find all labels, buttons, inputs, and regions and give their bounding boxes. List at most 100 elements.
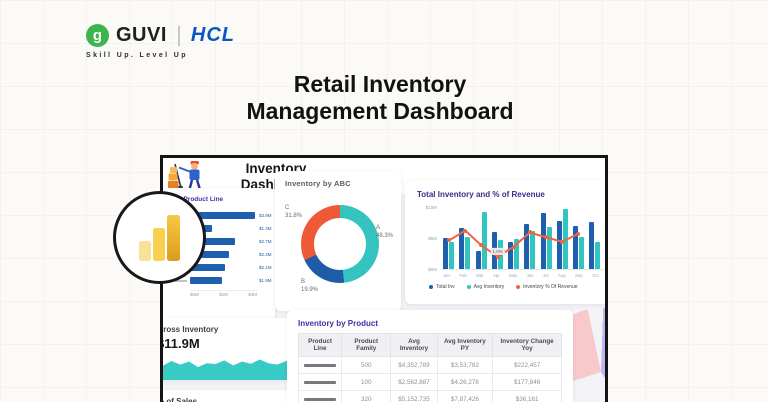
- bar: [190, 238, 236, 245]
- table-cell: $36,161: [492, 390, 562, 402]
- table-cell: 100: [341, 373, 392, 391]
- table-cell: $177,846: [492, 373, 562, 391]
- bar-value-label: $2.3M: [259, 252, 272, 257]
- kpi-title: % of Sales: [160, 397, 198, 402]
- line-point: [560, 239, 565, 244]
- donut-label-c: C 31.8%: [285, 205, 303, 219]
- redacted-product-line: [304, 363, 337, 367]
- power-bi-bar-medium: [152, 227, 165, 261]
- power-bi-logo-icon: [138, 214, 181, 261]
- legend-item: Inventory % Of Revenue: [516, 284, 578, 290]
- month-bar-group: [459, 207, 471, 269]
- guvi-logo-text: GUVI: [116, 24, 167, 46]
- legend-item: Total Inv: [429, 284, 455, 290]
- power-bi-bar-tall: [166, 214, 180, 261]
- line-point: [527, 230, 532, 235]
- guvi-logo-icon: g: [86, 24, 109, 47]
- brand-divider: [177, 25, 180, 46]
- column-header: Avg Inventory: [390, 333, 438, 357]
- kpi-value: $11.9M: [160, 336, 200, 351]
- bar-value-label: $2.1M: [259, 265, 272, 270]
- month-bar-group: [443, 207, 454, 269]
- line-point: [463, 228, 468, 233]
- column-header: Product Family: [341, 333, 392, 357]
- table-row: 100 $2,562,887 $4,26,278 $177,846: [297, 373, 562, 391]
- chart-title: Inventory by ABC: [285, 179, 351, 188]
- table-cell: $5,152,735: [390, 390, 438, 402]
- chart-legend: Total Inv Avg Inventory Inventory % Of Rev…: [429, 284, 605, 290]
- dashboard-image-frame: Inventory Dashboard Inventory by Product…: [160, 155, 608, 402]
- page-title: Retail Inventory Management Dashboard: [246, 71, 513, 125]
- kpi-title: Gross Inventory: [160, 325, 219, 334]
- table-cell: 500: [341, 356, 392, 374]
- card-inventory-by-abc: Inventory by ABC C 31.8% A 48.3% B 19.9%: [275, 171, 401, 311]
- month-bar-group: [508, 207, 520, 269]
- line-point: [447, 238, 452, 243]
- donut-label-b: B 19.9%: [301, 279, 319, 293]
- table-header-row: Product Line Product Family Avg Inventory A…: [297, 333, 562, 357]
- table-cell: $222,457: [492, 356, 562, 374]
- month-bar-group: [589, 207, 601, 269]
- table-cell: $3,53,782: [436, 356, 494, 374]
- line-point: [511, 244, 516, 249]
- chart-title: Total Inventory and % of Revenue: [417, 190, 545, 199]
- page-title-line2: Management Dashboard: [246, 98, 514, 124]
- bar-value-label: $1.9M: [259, 278, 272, 283]
- table-body: 500 $4,352,789 $3,53,782 $222,457 100 $2,562,…: [297, 356, 562, 402]
- month-bar-group: [606, 207, 608, 269]
- month-bar-group: [475, 207, 487, 269]
- donut-label-a: A 48.3%: [376, 225, 394, 239]
- chart-title: Inventory by Product Line: [163, 196, 224, 203]
- card-inventory-by-product-line: Inventory by Product Line $3.9M $1.3M $2.7…: [163, 188, 275, 320]
- redacted-product-line: [304, 397, 337, 401]
- line-point: [576, 231, 581, 236]
- legend-item: Avg Inventory: [466, 284, 504, 290]
- month-axis-labels: JanFebMarAprMayJunJulAugSepOctNovDec: [443, 273, 599, 278]
- x-axis-ticks: $0M $2M $4M: [190, 290, 257, 297]
- month-bar-group: [524, 207, 536, 269]
- card-inventory-by-product-table: Inventory by Product Product Line Product…: [287, 310, 573, 402]
- abc-donut-chart: [301, 205, 379, 283]
- power-bi-bar-short: [138, 240, 151, 261]
- table-cell: $2,562,887: [390, 373, 438, 391]
- card-total-inventory-revenue: Total Inventory and % of Revenue $10M $5M…: [405, 180, 608, 304]
- legend-dot: [466, 285, 471, 289]
- table-row: 320 $5,152,735 $7,87,426 $36,161: [297, 390, 562, 402]
- column-header: Inventory Change Yoy: [492, 333, 562, 357]
- revenue-line: [441, 207, 608, 269]
- combo-chart: $10M $5M $0M 1.0%: [426, 205, 608, 272]
- bar-value-label: $3.9M: [259, 213, 272, 218]
- brand-tagline: Skill Up. Level Up: [86, 52, 188, 59]
- column-header: Product Line: [297, 333, 343, 357]
- bar-value-label: $2.7M: [259, 239, 272, 244]
- redacted-product-line: [304, 380, 337, 384]
- hcl-logo-text: HCL: [190, 24, 236, 46]
- table-cell: 320: [341, 390, 392, 402]
- table-cell: $7,87,426: [436, 390, 494, 402]
- line-data-label: 1.0%: [490, 247, 505, 255]
- card-gross-inventory: Gross Inventory $11.9M: [160, 318, 295, 380]
- column-header: Avg Inventory PY: [436, 333, 494, 357]
- page-title-line1: Retail Inventory: [293, 71, 467, 97]
- legend-dot: [516, 285, 521, 289]
- bar-value-label: $1.3M: [259, 226, 272, 231]
- product-line-bar-row: $1.9M: [175, 274, 272, 287]
- category-redacted-label: [175, 279, 187, 282]
- table-row: 500 $4,352,789 $3,53,782 $222,457: [297, 356, 562, 374]
- line-point: [544, 235, 549, 240]
- month-bar-group: [540, 207, 552, 269]
- month-bar-group: [573, 207, 585, 269]
- table-title: Inventory by Product: [298, 319, 379, 328]
- line-point: [495, 254, 500, 259]
- line-point: [479, 243, 484, 248]
- bar: [190, 277, 222, 284]
- bar: [190, 264, 226, 271]
- magnifier-circle: [113, 191, 206, 284]
- brand-block: g GUVI HCL Skill Up. Level Up: [86, 24, 235, 59]
- card-percent-of-sales: % of Sales: [160, 390, 295, 402]
- bar: [190, 212, 256, 219]
- legend-dot: [429, 285, 433, 289]
- table-cell: $4,26,278: [436, 373, 494, 391]
- inventory-table: Product Line Product Family Avg Inventory A…: [297, 333, 562, 402]
